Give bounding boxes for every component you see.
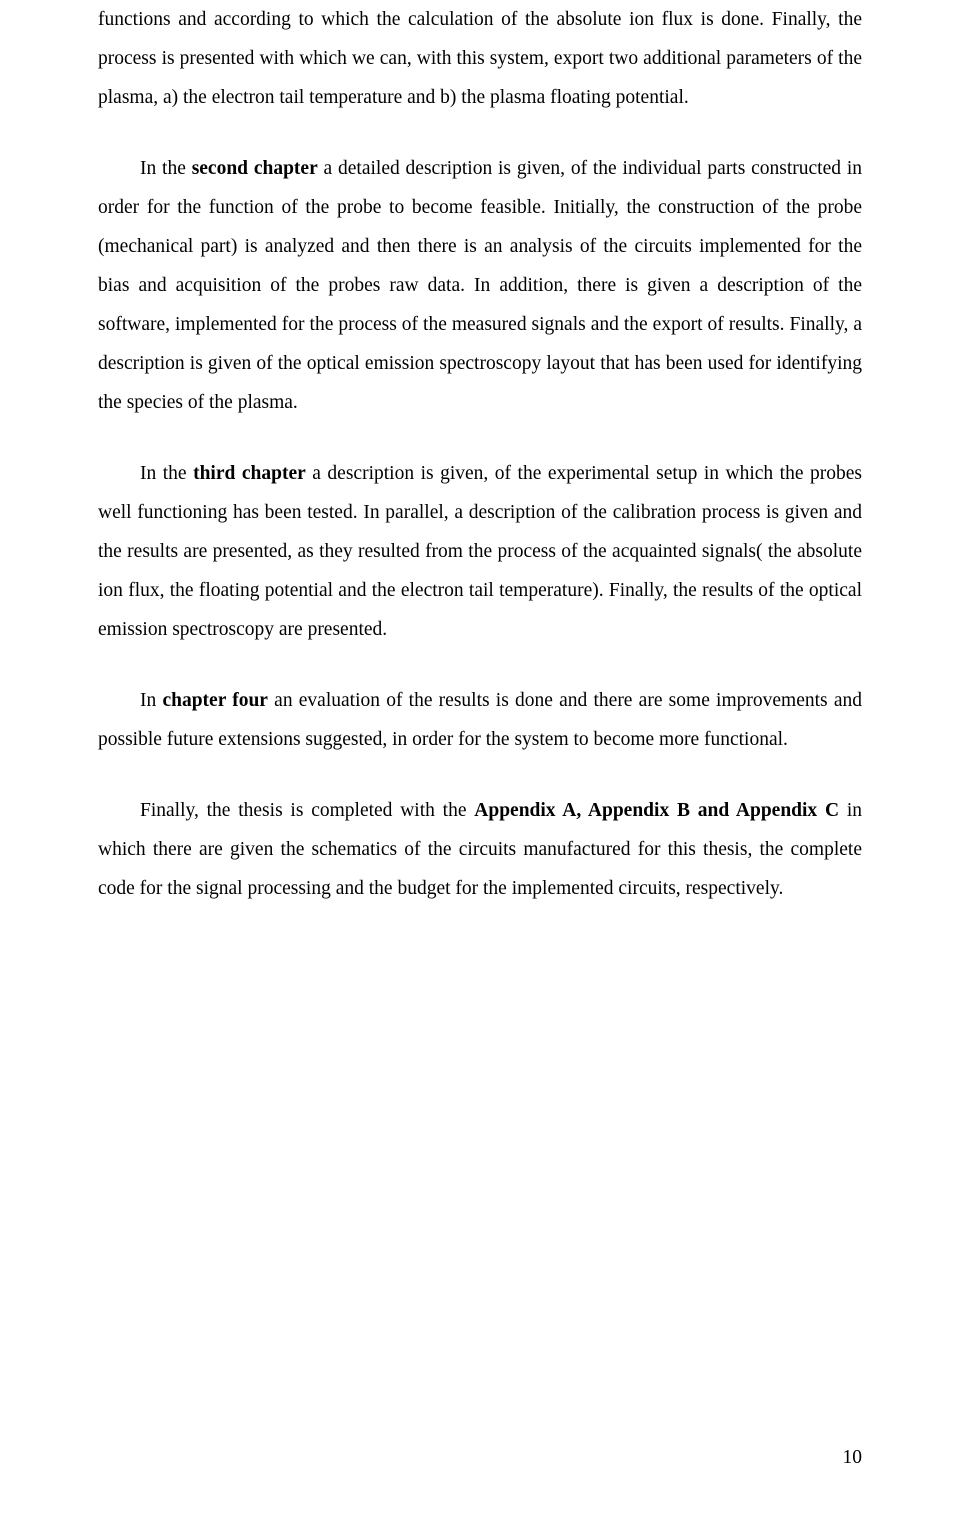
paragraph-text: a description is given, of the experimen…	[98, 463, 862, 640]
paragraph-text: functions and according to which the cal…	[98, 9, 862, 108]
paragraph-text: In the	[140, 158, 192, 179]
paragraph-5: Finally, the thesis is completed with th…	[98, 791, 862, 908]
paragraph-2: In the second chapter a detailed descrip…	[98, 149, 862, 422]
bold-text: Appendix A, Appendix B and Appendix C	[474, 800, 839, 821]
paragraph-text: In the	[140, 463, 193, 484]
page-body: functions and according to which the cal…	[0, 0, 960, 908]
paragraph-4: In chapter four an evaluation of the res…	[98, 681, 862, 759]
paragraph-text: a detailed description is given, of the …	[98, 158, 862, 413]
page-number: 10	[843, 1447, 863, 1469]
paragraph-1: functions and according to which the cal…	[98, 0, 862, 117]
bold-text: chapter four	[162, 690, 268, 711]
bold-text: third chapter	[193, 463, 306, 484]
paragraph-3: In the third chapter a description is gi…	[98, 454, 862, 649]
bold-text: second chapter	[192, 158, 318, 179]
paragraph-text: Finally, the thesis is completed with th…	[140, 800, 474, 821]
paragraph-text: In	[140, 690, 162, 711]
